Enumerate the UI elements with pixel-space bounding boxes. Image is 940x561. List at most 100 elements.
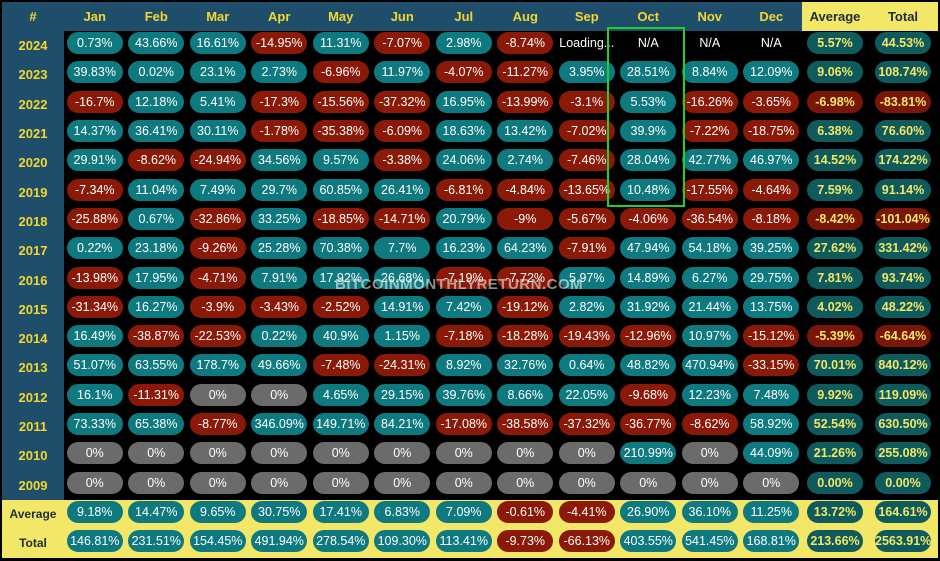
monthly-return-value[interactable]: -35.38%	[312, 120, 369, 143]
monthly-return-value[interactable]: -33.15%	[743, 354, 800, 377]
monthly-return-value[interactable]: -8.62%	[681, 413, 738, 435]
monthly-return-value[interactable]: 0%	[312, 471, 369, 494]
monthly-return-value[interactable]: 42.77%	[681, 149, 738, 172]
row-total-value[interactable]: -64.64%	[875, 325, 931, 348]
monthly-return-value[interactable]: -36.77%	[620, 413, 677, 435]
monthly-return-value[interactable]: 44.09%	[743, 442, 800, 465]
monthly-return-value[interactable]: 70.38%	[312, 237, 369, 260]
col-header-total[interactable]: Total	[868, 2, 938, 31]
monthly-return-value[interactable]: 7.48%	[743, 383, 800, 406]
monthly-return-value[interactable]: -9.68%	[620, 383, 677, 406]
monthly-return-value[interactable]: 7.49%	[189, 178, 246, 201]
summary-value[interactable]: 213.66%	[807, 529, 863, 552]
row-total-value[interactable]: 93.74%	[875, 266, 931, 289]
monthly-return-value[interactable]: -3.1%	[558, 90, 615, 113]
row-total-value[interactable]: 174.22%	[875, 149, 931, 172]
monthly-return-value[interactable]: 11.04%	[128, 178, 185, 201]
row-average-value[interactable]: -8.42%	[807, 207, 863, 230]
summary-value[interactable]: 9.65%	[189, 500, 246, 523]
monthly-return-value[interactable]: 178.7%	[189, 354, 246, 377]
row-average-value[interactable]: 6.38%	[807, 120, 863, 143]
monthly-return-value[interactable]: 7.7%	[374, 237, 431, 260]
monthly-return-value[interactable]: 18.63%	[435, 120, 492, 143]
monthly-return-value[interactable]: 0%	[189, 442, 246, 465]
monthly-return-value[interactable]: -24.94%	[189, 149, 246, 172]
monthly-return-value[interactable]: 0%	[189, 383, 246, 406]
monthly-return-value[interactable]: -11.31%	[128, 383, 185, 406]
monthly-return-value[interactable]: -17.3%	[251, 90, 308, 113]
monthly-return-value[interactable]: 23.18%	[128, 237, 185, 260]
monthly-return-value[interactable]: 26.68%	[374, 266, 431, 289]
monthly-return-value[interactable]: 16.27%	[128, 295, 185, 318]
col-header-mar[interactable]: Mar	[187, 2, 249, 31]
monthly-return-value[interactable]: -38.87%	[128, 325, 185, 348]
monthly-return-value[interactable]: 7.42%	[435, 295, 492, 318]
col-header-nov[interactable]: Nov	[679, 2, 741, 31]
summary-value[interactable]: 36.10%	[681, 500, 738, 523]
row-average-value[interactable]: 7.81%	[807, 266, 863, 289]
monthly-return-value[interactable]: -14.95%	[251, 32, 308, 55]
row-total-value[interactable]: -101.04%	[875, 207, 931, 230]
monthly-return-value[interactable]: 1.15%	[374, 325, 431, 348]
row-average-value[interactable]: 21.26%	[807, 442, 863, 465]
monthly-return-value[interactable]: -37.32%	[558, 413, 615, 435]
monthly-return-value[interactable]: 0%	[66, 471, 123, 494]
monthly-return-value[interactable]: 0%	[681, 442, 738, 465]
summary-value[interactable]: -66.13%	[558, 529, 615, 552]
monthly-return-value[interactable]: 0%	[558, 442, 615, 465]
monthly-return-value[interactable]: 14.37%	[66, 120, 123, 143]
monthly-return-value[interactable]: 0%	[251, 471, 308, 494]
monthly-return-value[interactable]: N/A	[760, 36, 782, 51]
monthly-return-value[interactable]: -16.7%	[66, 90, 123, 113]
monthly-return-value[interactable]: N/A	[699, 36, 721, 51]
monthly-return-value[interactable]: 0%	[128, 442, 185, 465]
monthly-return-value[interactable]: 3.95%	[558, 61, 615, 84]
summary-value[interactable]: 164.61%	[875, 500, 931, 523]
monthly-return-value[interactable]: 12.18%	[128, 90, 185, 113]
monthly-return-value[interactable]: 65.38%	[128, 413, 185, 435]
col-header-jul[interactable]: Jul	[433, 2, 495, 31]
monthly-return-value[interactable]: 16.23%	[435, 237, 492, 260]
monthly-return-value[interactable]: -7.72%	[497, 266, 554, 289]
monthly-return-value[interactable]: -6.96%	[312, 61, 369, 84]
monthly-return-value[interactable]: 30.11%	[189, 120, 246, 143]
monthly-return-value[interactable]: N/A	[637, 36, 659, 51]
monthly-return-value[interactable]: 16.61%	[189, 32, 246, 55]
summary-value[interactable]: 11.25%	[743, 500, 800, 523]
monthly-return-value[interactable]: 13.75%	[743, 295, 800, 318]
summary-value[interactable]: 168.81%	[743, 529, 800, 552]
monthly-return-value[interactable]: 0%	[497, 471, 554, 494]
row-total-value[interactable]: 331.42%	[875, 237, 931, 260]
summary-value[interactable]: 26.90%	[620, 500, 677, 523]
row-total-value[interactable]: 630.50%	[875, 413, 931, 435]
monthly-return-value[interactable]: 39.83%	[66, 61, 123, 84]
monthly-return-value[interactable]: 0%	[620, 471, 677, 494]
monthly-return-value[interactable]: 11.97%	[374, 61, 431, 84]
monthly-return-value[interactable]: 0%	[374, 471, 431, 494]
summary-value[interactable]: 2563.91%	[875, 529, 931, 552]
monthly-return-value[interactable]: -3.43%	[251, 295, 308, 318]
monthly-return-value[interactable]: 10.97%	[681, 325, 738, 348]
monthly-return-value[interactable]: -4.64%	[743, 178, 800, 201]
summary-value[interactable]: 7.09%	[435, 500, 492, 523]
monthly-return-value[interactable]: -3.9%	[189, 295, 246, 318]
monthly-return-value[interactable]: -4.06%	[620, 207, 677, 230]
monthly-return-value[interactable]: 20.79%	[435, 207, 492, 230]
summary-value[interactable]: 13.72%	[807, 500, 863, 523]
monthly-return-value[interactable]: 63.55%	[128, 354, 185, 377]
row-average-value[interactable]: -6.98%	[807, 90, 863, 113]
monthly-return-value[interactable]: -15.12%	[743, 325, 800, 348]
col-header-apr[interactable]: Apr	[248, 2, 310, 31]
monthly-return-value[interactable]: -13.65%	[558, 178, 615, 201]
monthly-return-value[interactable]: 7.91%	[251, 266, 308, 289]
monthly-return-value[interactable]: -6.09%	[374, 120, 431, 143]
monthly-return-value[interactable]: 16.95%	[435, 90, 492, 113]
monthly-return-value[interactable]: 0%	[312, 442, 369, 465]
row-average-value[interactable]: 7.59%	[807, 178, 863, 201]
monthly-return-value[interactable]: 13.42%	[497, 120, 554, 143]
row-average-value[interactable]: 5.57%	[807, 32, 863, 55]
monthly-return-value[interactable]: 29.75%	[743, 266, 800, 289]
monthly-return-value[interactable]: 0%	[66, 442, 123, 465]
summary-value[interactable]: 113.41%	[435, 529, 492, 552]
row-total-value[interactable]: 255.08%	[875, 442, 931, 465]
